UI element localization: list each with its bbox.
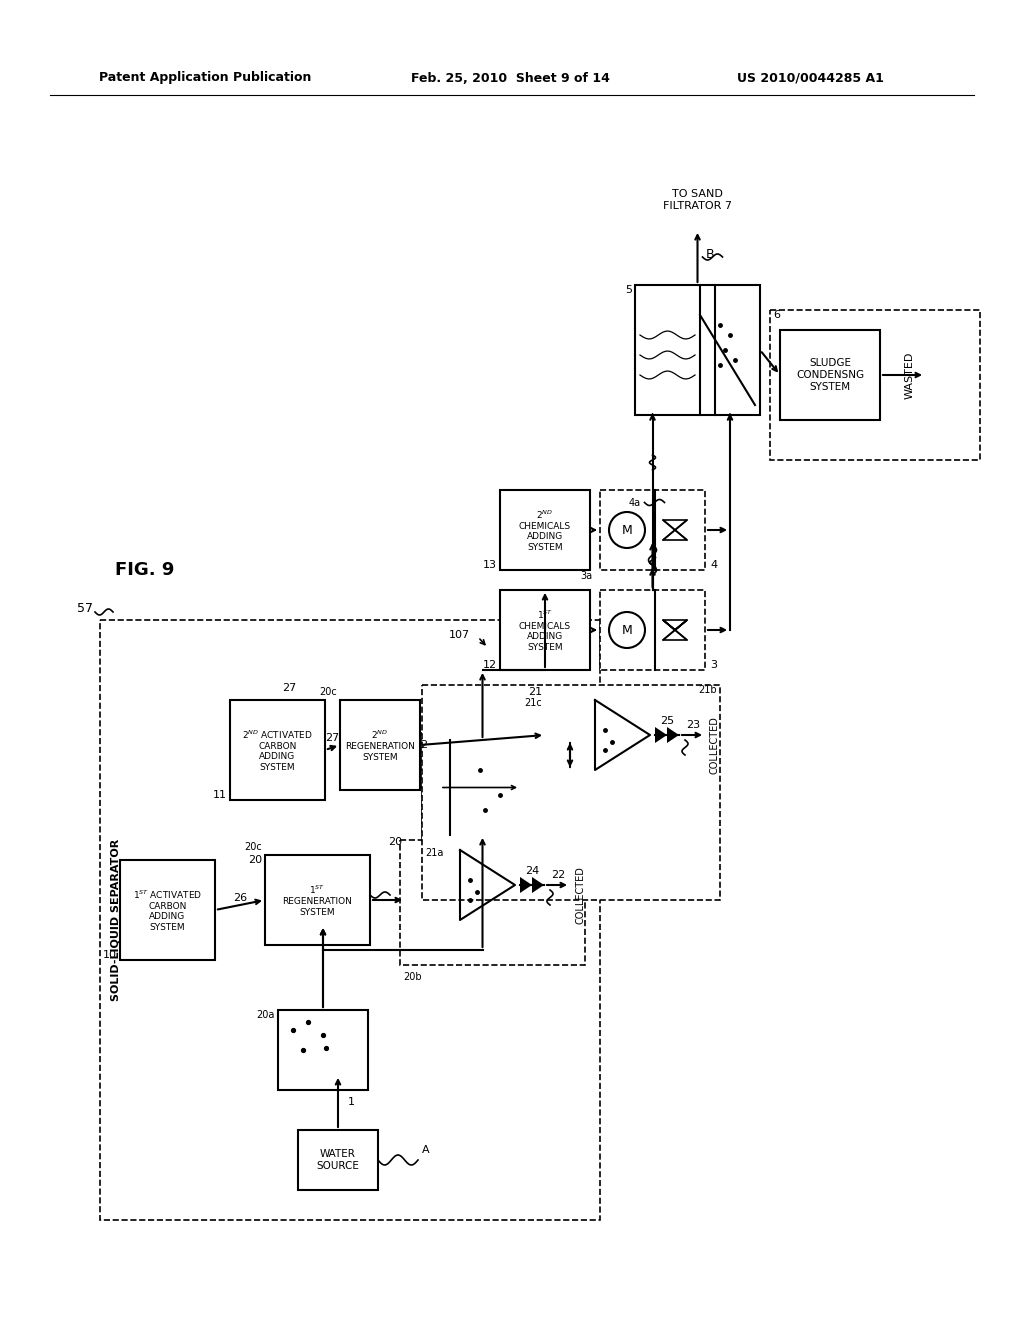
Text: 20c: 20c — [319, 686, 337, 697]
Text: 20c: 20c — [245, 842, 262, 851]
Text: WATER
SOURCE: WATER SOURCE — [316, 1150, 359, 1171]
Bar — [298, 1130, 378, 1191]
Text: COLLECTED: COLLECTED — [710, 715, 720, 774]
Bar — [120, 861, 215, 960]
Polygon shape — [663, 620, 687, 630]
Polygon shape — [663, 620, 687, 630]
Polygon shape — [595, 700, 650, 770]
Text: 22: 22 — [551, 870, 565, 880]
Text: 21c: 21c — [524, 698, 542, 708]
Polygon shape — [532, 876, 544, 894]
Polygon shape — [655, 727, 667, 743]
Text: 1$^{ST}$ ACTIVATED
CARBON
ADDING
SYSTEM: 1$^{ST}$ ACTIVATED CARBON ADDING SYSTEM — [133, 888, 202, 932]
Polygon shape — [663, 630, 687, 640]
Text: 5: 5 — [625, 285, 632, 294]
Bar — [100, 620, 600, 1220]
Text: M: M — [622, 623, 633, 636]
Circle shape — [609, 612, 645, 648]
Text: 4: 4 — [710, 560, 717, 570]
Text: 4a: 4a — [629, 498, 640, 507]
Bar — [500, 590, 590, 671]
Bar — [278, 1010, 368, 1090]
Text: 20: 20 — [388, 837, 402, 847]
Text: SOLID-LIQUID SEPARATOR: SOLID-LIQUID SEPARATOR — [110, 840, 120, 1001]
Text: 21a: 21a — [425, 847, 443, 858]
Text: 21b: 21b — [698, 685, 717, 696]
Polygon shape — [460, 850, 515, 920]
Bar — [400, 840, 585, 965]
Text: WASTED: WASTED — [905, 351, 915, 399]
Text: 12: 12 — [483, 660, 497, 671]
Bar — [600, 490, 705, 570]
Text: M: M — [622, 524, 633, 536]
Text: 13: 13 — [483, 560, 497, 570]
Bar — [422, 685, 720, 900]
Text: TO SAND
FILTRATOR 7: TO SAND FILTRATOR 7 — [663, 189, 732, 211]
Text: 27: 27 — [283, 682, 297, 693]
Bar — [340, 700, 420, 789]
Polygon shape — [663, 520, 687, 531]
Text: 2$^{ND}$
CHEMICALS
ADDING
SYSTEM: 2$^{ND}$ CHEMICALS ADDING SYSTEM — [519, 508, 571, 552]
Text: 21: 21 — [528, 686, 542, 697]
Bar — [422, 733, 622, 843]
Polygon shape — [520, 876, 532, 894]
Text: 11: 11 — [213, 789, 227, 800]
Bar — [545, 700, 595, 770]
Text: 26: 26 — [232, 894, 247, 903]
Circle shape — [609, 512, 645, 548]
Bar — [265, 855, 370, 945]
Bar — [430, 741, 535, 836]
Text: 107: 107 — [449, 630, 470, 640]
Bar — [635, 285, 760, 414]
Text: 1: 1 — [348, 1097, 355, 1107]
Text: Feb. 25, 2010  Sheet 9 of 14: Feb. 25, 2010 Sheet 9 of 14 — [411, 71, 609, 84]
Text: 27: 27 — [326, 733, 340, 743]
Text: 20b: 20b — [403, 972, 422, 982]
Text: 1$^{ST}$
CHEMICALS
ADDING
SYSTEM: 1$^{ST}$ CHEMICALS ADDING SYSTEM — [519, 609, 571, 652]
Text: FIG. 9: FIG. 9 — [115, 561, 174, 579]
Bar — [780, 330, 880, 420]
Bar — [600, 590, 705, 671]
Bar — [500, 490, 590, 570]
Text: 23: 23 — [686, 719, 700, 730]
Polygon shape — [667, 727, 679, 743]
Bar — [230, 700, 325, 800]
Text: 20a: 20a — [257, 1010, 275, 1020]
Text: SLUDGE
CONDENSNG
SYSTEM: SLUDGE CONDENSNG SYSTEM — [796, 359, 864, 392]
Text: 2$^{ND}$
REGENERATION
SYSTEM: 2$^{ND}$ REGENERATION SYSTEM — [345, 729, 415, 762]
Text: 3a: 3a — [580, 572, 592, 581]
Text: B: B — [706, 248, 714, 261]
Bar — [406, 850, 460, 920]
Text: 25: 25 — [659, 715, 674, 726]
Text: 2$^{ND}$ ACTIVATED
CARBON
ADDING
SYSTEM: 2$^{ND}$ ACTIVATED CARBON ADDING SYSTEM — [242, 729, 313, 772]
Text: 24: 24 — [525, 866, 539, 876]
Text: 20: 20 — [248, 855, 262, 865]
Text: COLLECTED: COLLECTED — [575, 866, 585, 924]
Polygon shape — [663, 531, 687, 540]
Bar — [770, 310, 980, 459]
Text: 1$^{ST}$
REGENERATION
SYSTEM: 1$^{ST}$ REGENERATION SYSTEM — [283, 883, 352, 916]
Text: 2: 2 — [420, 741, 427, 750]
Text: 3: 3 — [710, 660, 717, 671]
Text: 57: 57 — [77, 602, 93, 615]
Text: 6: 6 — [773, 310, 780, 319]
Text: Patent Application Publication: Patent Application Publication — [98, 71, 311, 84]
Text: A: A — [422, 1144, 430, 1155]
Text: 10: 10 — [103, 950, 117, 960]
Text: US 2010/0044285 A1: US 2010/0044285 A1 — [736, 71, 884, 84]
